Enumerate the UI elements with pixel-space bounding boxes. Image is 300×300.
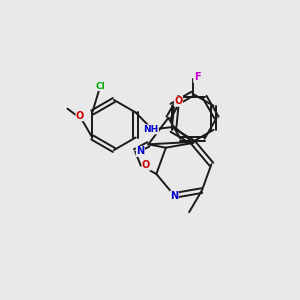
- Text: Cl: Cl: [95, 82, 105, 91]
- Text: F: F: [194, 73, 200, 82]
- Text: O: O: [174, 96, 183, 106]
- Text: NH: NH: [143, 125, 158, 134]
- Text: O: O: [76, 111, 84, 121]
- Text: O: O: [142, 160, 150, 170]
- Text: N: N: [136, 146, 144, 156]
- Text: N: N: [170, 191, 178, 201]
